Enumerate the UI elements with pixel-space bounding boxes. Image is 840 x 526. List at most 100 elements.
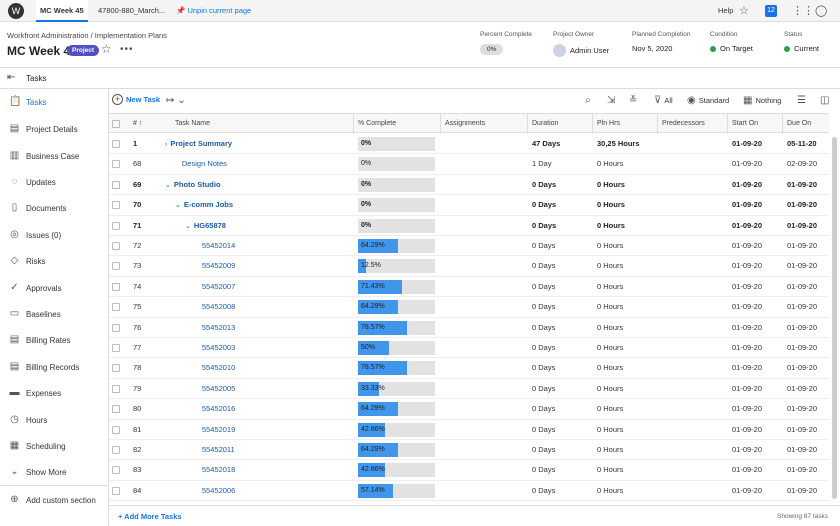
row-checkbox[interactable] [112,262,120,271]
task-name-link[interactable]: 55452009 [201,261,236,271]
table-row[interactable]: 68 Design Notes 0% 1 Day 0 Hours 01-09-20 02-… [109,154,829,175]
vertical-scrollbar[interactable] [832,137,837,499]
row-checkbox[interactable] [112,425,120,434]
share-menu-button[interactable]: ↦ ⌄ [166,95,186,106]
column-header-number[interactable]: # ↑ [133,120,143,127]
table-row[interactable]: 1 › Project Summary 0% 47 Days 30,25 Hours 01-… [109,134,829,155]
percent-complete-bar[interactable]: 64.29% [358,402,435,417]
table-row[interactable]: 69 ⌄ Photo Studio 0% 0 Days 0 Hours 01-09-20 01… [109,175,829,196]
row-checkbox[interactable] [112,201,120,210]
sidebar-item-tasks[interactable]: 📋 Tasks [0,89,109,115]
favorite-star-icon[interactable]: ☆ [101,42,112,56]
breadcrumb[interactable]: Workfront Administration / Implementatio… [7,31,167,40]
collapse-panel-icon[interactable]: ⇤ [7,72,16,83]
column-header-start-on[interactable]: Start On [732,120,759,127]
chevron-right-icon[interactable]: › [165,141,168,148]
search-button[interactable]: ⌕ [585,95,591,106]
apps-grid-icon[interactable]: ⋮⋮ [792,5,814,17]
list-view-button[interactable]: ☰ [797,95,806,106]
add-more-tasks-link[interactable]: + Add More Tasks [118,512,182,521]
notifications-badge[interactable]: 12 [765,5,777,17]
percent-complete-bar[interactable]: 57.14% [358,483,435,498]
task-name-link[interactable]: Project Summary [170,139,233,148]
row-checkbox[interactable] [112,303,120,312]
chevron-down-icon[interactable]: ⌄ [175,202,181,210]
filter-button[interactable]: ⊽ All [654,95,673,106]
task-name-link[interactable]: 55452019 [201,424,236,434]
row-checkbox[interactable] [112,180,120,189]
percent-complete-bar[interactable]: 71.43% [358,279,435,294]
table-row[interactable]: 81 55452019 42.86% 0 Days 0 Hours 01-09-20 01… [109,420,829,440]
task-name-link[interactable]: 55452014 [201,241,236,250]
row-checkbox[interactable] [112,364,120,373]
row-checkbox[interactable] [112,140,120,148]
row-checkbox[interactable] [112,405,120,414]
percent-complete-bar[interactable]: 42.86% [358,463,435,478]
sidebar-item-business-case[interactable]: ▥ Business Case [0,143,109,169]
row-checkbox[interactable] [112,486,120,495]
table-row[interactable]: 84 55452006 57.14% 0 Days 0 Hours 01-09-20 01… [109,481,829,502]
sidebar-item-billing-rates[interactable]: ▤ Billing Rates [0,327,109,353]
table-row[interactable]: 76 55452013 78.57% 0 Days 0 Hours 01-09-20 01… [109,318,829,338]
status-value[interactable]: Current [794,44,820,53]
sidebar-item-show-more[interactable]: ⌄ Show More [0,459,109,485]
task-name-link[interactable]: HG65878 [193,220,226,230]
sidebar-item-scheduling[interactable]: ▦ Scheduling [0,433,109,459]
tab-47800-880[interactable]: 47800-880_March... [98,6,166,15]
percent-complete-bar[interactable]: 64.29% [358,239,435,253]
condition-value[interactable]: On Target [720,44,753,53]
table-row[interactable]: 74 55452007 71.43% 0 Days 0 Hours 01-09-20 01… [109,277,829,298]
row-checkbox[interactable] [112,323,120,332]
percent-complete-bar[interactable]: 0% [358,177,435,192]
unpin-page-button[interactable]: 📌 Unpin current page [172,0,255,22]
user-avatar-icon[interactable]: ◯ [815,5,828,17]
panel-toggle-button[interactable]: ◫ [820,95,829,106]
row-checkbox[interactable] [112,221,120,230]
percent-complete-bar[interactable]: 78.57% [358,361,435,376]
sidebar-item-baselines[interactable]: ▭ Baselines [0,301,109,327]
more-options-icon[interactable]: ••• [120,44,134,55]
indent-tool-button[interactable]: ⇲ [607,95,615,106]
percent-complete-bar[interactable]: 64.29% [358,443,435,457]
task-name-link[interactable]: 55452005 [201,383,236,393]
sidebar-item-hours[interactable]: ◷ Hours [0,407,109,433]
percent-complete-bar[interactable]: 12.5% [358,259,435,274]
favorite-star-icon[interactable]: ☆ [739,5,749,17]
table-row[interactable]: 79 55452005 33.33% 0 Days 0 Hours 01-09-20 01… [109,379,829,400]
task-name-link[interactable]: 55452013 [201,322,236,332]
table-row[interactable]: 77 55452003 50% 0 Days 0 Hours 01-09-20 01-09… [109,338,829,359]
table-row[interactable]: 70 ⌄ E-comm Jobs 0% 0 Days 0 Hours 01-09-20 01-… [109,195,829,216]
task-name-link[interactable]: E-comm Jobs [183,200,234,210]
task-name-link[interactable]: 55452008 [201,302,236,312]
column-header-duration[interactable]: Duration [532,120,559,127]
percent-complete-bar[interactable]: 50% [358,341,435,355]
row-checkbox[interactable] [112,446,120,454]
task-name-link[interactable]: Photo Studio [173,179,221,189]
task-name-link[interactable]: 55452016 [201,404,236,414]
row-checkbox[interactable] [112,466,120,475]
sidebar-item-approvals[interactable]: ✓ Approvals [0,275,109,301]
table-row[interactable]: 73 55452009 12.5% 0 Days 0 Hours 01-09-20 01-… [109,256,829,277]
sidebar-item-updates[interactable]: ◌ Updates [0,169,109,195]
row-checkbox[interactable] [112,160,120,169]
bulk-edit-button[interactable]: ≚ [629,95,637,106]
table-row[interactable]: 83 55452018 42.86% 0 Days 0 Hours 01-09-20 01… [109,460,829,481]
grouping-button[interactable]: ▦ Nothing [743,95,781,106]
percent-complete-bar[interactable]: 78.57% [358,320,435,335]
column-header-due-on[interactable]: Due On [787,120,812,127]
row-checkbox[interactable] [112,282,120,291]
workfront-logo-icon[interactable]: W [8,3,24,19]
tab-mc-week-45[interactable]: MC Week 45 [36,0,88,22]
task-name-link[interactable]: Design Notes [181,159,227,169]
table-row[interactable]: 75 55452008 64.29% 0 Days 0 Hours 01-09-20 01… [109,297,829,318]
task-name-link[interactable]: 55452003 [201,343,236,352]
new-task-button[interactable]: + New Task [112,94,160,105]
sidebar-item-expenses[interactable]: ▬ Expenses [0,380,109,406]
sidebar-item-issues-0[interactable]: ◎ Issues (0) [0,222,109,248]
view-button[interactable]: ◉ Standard [687,95,729,106]
percent-complete-bar[interactable]: 0% [358,137,435,151]
column-header-assignments[interactable]: Assignments [445,120,486,127]
table-row[interactable]: 71 ⌄ HG65878 0% 0 Days 0 Hours 01-09-20 01-09-2… [109,216,829,236]
row-checkbox[interactable] [112,384,120,393]
chevron-down-icon[interactable]: ⌄ [165,181,171,189]
